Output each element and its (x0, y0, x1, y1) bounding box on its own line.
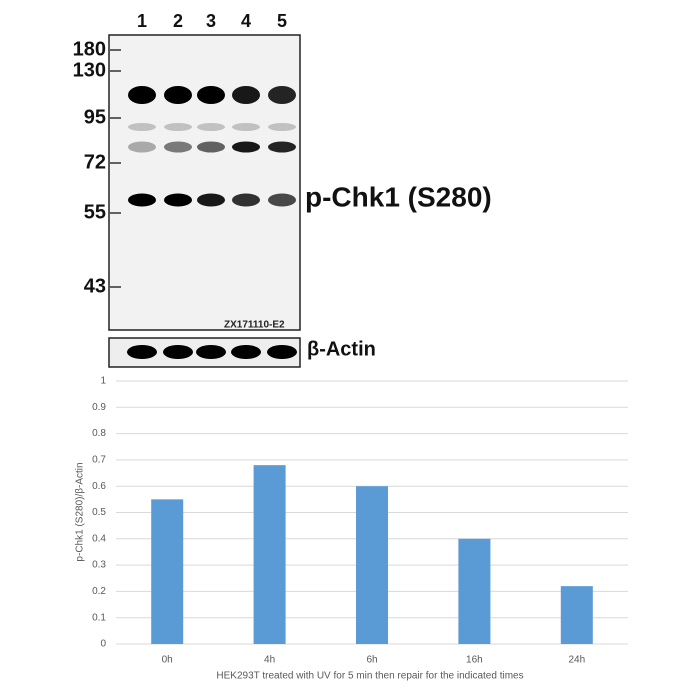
band (197, 123, 225, 131)
y-axis-label: p-Chk1 (S280)/β-Actin (75, 462, 86, 561)
bar (458, 538, 491, 644)
x-tick-label: 24h (568, 655, 585, 666)
band (164, 141, 192, 153)
bar (253, 465, 286, 644)
actin-band (196, 345, 226, 359)
x-tick-label: 16h (466, 655, 483, 666)
actin-band (231, 345, 261, 359)
blot-panel (108, 34, 301, 331)
band (232, 193, 260, 207)
x-axis-label: HEK293T treated with UV for 5 min then r… (216, 671, 523, 682)
bar (151, 499, 184, 644)
band (268, 141, 296, 153)
lane-label: 3 (206, 11, 216, 31)
band (128, 86, 156, 104)
band (268, 86, 296, 104)
lot-label: ZX171110-E2 (224, 320, 285, 331)
lane-label: 4 (241, 11, 251, 31)
lane-label: 5 (277, 11, 287, 31)
actin-band (267, 345, 297, 359)
band (268, 123, 296, 131)
y-tick-label: 0.1 (92, 612, 106, 623)
x-tick-label: 4h (264, 655, 275, 666)
band (268, 193, 296, 207)
y-tick-label: 0.3 (92, 560, 106, 571)
y-tick-label: 0.9 (92, 402, 106, 413)
target-label: p-Chk1 (S280) (305, 181, 492, 212)
marker-label: 95 (84, 106, 106, 128)
actin-band (127, 345, 157, 359)
bar (356, 486, 388, 644)
marker-label: 55 (84, 201, 106, 223)
band (128, 141, 156, 153)
y-tick-label: 0.6 (92, 481, 106, 492)
band (164, 123, 192, 131)
y-tick-label: 0.7 (92, 455, 106, 466)
band (232, 141, 260, 153)
band (232, 86, 260, 104)
marker-label: 72 (84, 151, 106, 173)
lane-label: 2 (173, 11, 183, 31)
marker-label: 43 (84, 275, 106, 297)
y-tick-label: 0.5 (92, 507, 106, 518)
band (164, 86, 192, 104)
y-tick-label: 0 (100, 639, 106, 650)
band (197, 193, 225, 207)
band (197, 86, 225, 104)
control-label: β-Actin (307, 338, 376, 360)
bar (560, 586, 593, 644)
band (197, 141, 225, 153)
band (128, 123, 156, 131)
lane-label: 1 (137, 11, 147, 31)
marker-label: 180 (73, 38, 106, 60)
x-tick-label: 6h (366, 655, 377, 666)
marker-label: 130 (73, 59, 106, 81)
y-tick-label: 0.8 (92, 428, 106, 439)
y-tick-label: 1 (100, 376, 106, 387)
y-tick-label: 0.4 (92, 533, 106, 544)
actin-band (163, 345, 193, 359)
x-tick-label: 0h (162, 655, 173, 666)
band (128, 193, 156, 207)
band (164, 193, 192, 207)
y-tick-label: 0.2 (92, 586, 106, 597)
band (232, 123, 260, 131)
